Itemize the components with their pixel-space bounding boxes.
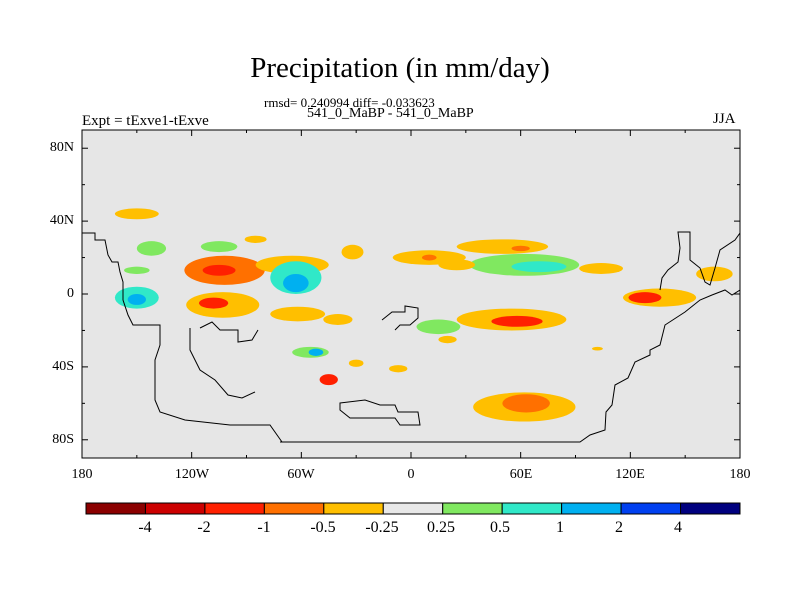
colorbar-box-3 — [263, 502, 325, 515]
colorbar-box-6 — [442, 502, 503, 515]
colorbar-box-5 — [382, 502, 444, 515]
contour-region-10 — [283, 273, 309, 293]
colorbar-label-0: -4 — [138, 519, 152, 536]
contour-region-24 — [456, 239, 549, 254]
x-tick-label-0: 0 — [407, 467, 415, 482]
runs-subtitle: 541_0_MaBP - 541_0_MaBP — [307, 106, 474, 121]
chart-title: Precipitation (in mm/day) — [250, 52, 550, 84]
x-tick-label-180w: 180 — [71, 467, 93, 482]
contour-region-12 — [127, 294, 146, 305]
season-label: JJA — [713, 111, 736, 127]
colorbar — [85, 502, 741, 515]
contour-region-5 — [136, 241, 167, 256]
colorbar-label-8: 2 — [615, 519, 623, 536]
contour-region-16 — [323, 314, 353, 325]
coastline-layer — [82, 231, 740, 443]
contour-region-19 — [319, 374, 338, 386]
contour-region-3 — [200, 241, 238, 253]
coastline-africa-east — [339, 399, 421, 426]
contour-region-39 — [591, 346, 603, 351]
colorbar-label-7: 1 — [556, 519, 564, 536]
y-tick-label-40s: 40S — [52, 359, 74, 374]
contour-region-2 — [202, 264, 236, 276]
colorbar-label-4: -0.25 — [365, 519, 399, 536]
colorbar-label-1: -2 — [197, 519, 211, 536]
contour-region-8 — [244, 235, 267, 243]
colorbar-label-3: -0.5 — [310, 519, 336, 536]
coastline-africa-west — [381, 305, 419, 331]
y-tick-label-0: 0 — [67, 286, 74, 301]
colorbar-box-7 — [501, 502, 563, 515]
contour-region-7 — [341, 244, 364, 260]
stats-subtitle: rmsd= 0.240994 diff= -0.033623 — [264, 95, 435, 110]
y-tick-label-40n: 40N — [49, 213, 74, 228]
contour-region-25 — [511, 245, 530, 252]
colorbar-label-2: -1 — [257, 519, 271, 536]
coastline-caribbean — [199, 321, 259, 343]
colorbar-box-8 — [561, 502, 622, 515]
coastline-pacific-east — [659, 231, 740, 291]
colorbar-box-2 — [204, 502, 265, 515]
contour-region-20 — [348, 359, 364, 367]
contour-region-32 — [696, 266, 733, 282]
colorbar-box-10 — [680, 502, 741, 515]
contour-fill-layer — [114, 208, 733, 422]
x-tick-label-180e: 180 — [729, 467, 751, 482]
contour-region-14 — [198, 297, 229, 309]
colorbar-box-1 — [144, 502, 206, 515]
axis-ticks — [81, 130, 741, 458]
contour-region-34 — [491, 315, 543, 327]
y-tick-label-80s: 80S — [52, 432, 74, 447]
x-tick-label-120e: 120E — [615, 467, 645, 482]
contour-region-4 — [124, 266, 150, 274]
coastline-south-atlantic — [280, 289, 740, 443]
colorbar-box-4 — [323, 502, 384, 515]
colorbar-label-6: 0.5 — [490, 519, 510, 536]
colorbar-label-5: 0.25 — [427, 519, 455, 536]
contour-region-31 — [628, 292, 662, 304]
coastline-americas — [82, 232, 283, 443]
contour-region-27 — [511, 261, 567, 273]
contour-region-38 — [502, 394, 550, 413]
coastline-central-america — [189, 328, 256, 399]
colorbar-box-0 — [85, 502, 146, 515]
contour-region-28 — [438, 259, 475, 271]
x-tick-label-120w: 120W — [174, 467, 210, 482]
x-tick-label-60w: 60W — [287, 467, 315, 482]
y-tick-label-80n: 80N — [49, 140, 74, 155]
contour-region-0 — [114, 208, 159, 220]
colorbar-label-9: 4 — [674, 519, 682, 536]
contour-region-18 — [308, 348, 324, 356]
colorbar-box-9 — [620, 502, 682, 515]
x-tick-label-60e: 60E — [509, 467, 533, 482]
contour-region-21 — [389, 365, 408, 373]
contour-region-35 — [416, 319, 461, 335]
contour-region-29 — [579, 263, 624, 274]
contour-region-15 — [270, 306, 326, 322]
contour-region-36 — [438, 335, 457, 344]
contour-region-23 — [421, 254, 437, 261]
experiment-label: Expt = tExve1-tExve — [82, 113, 209, 129]
